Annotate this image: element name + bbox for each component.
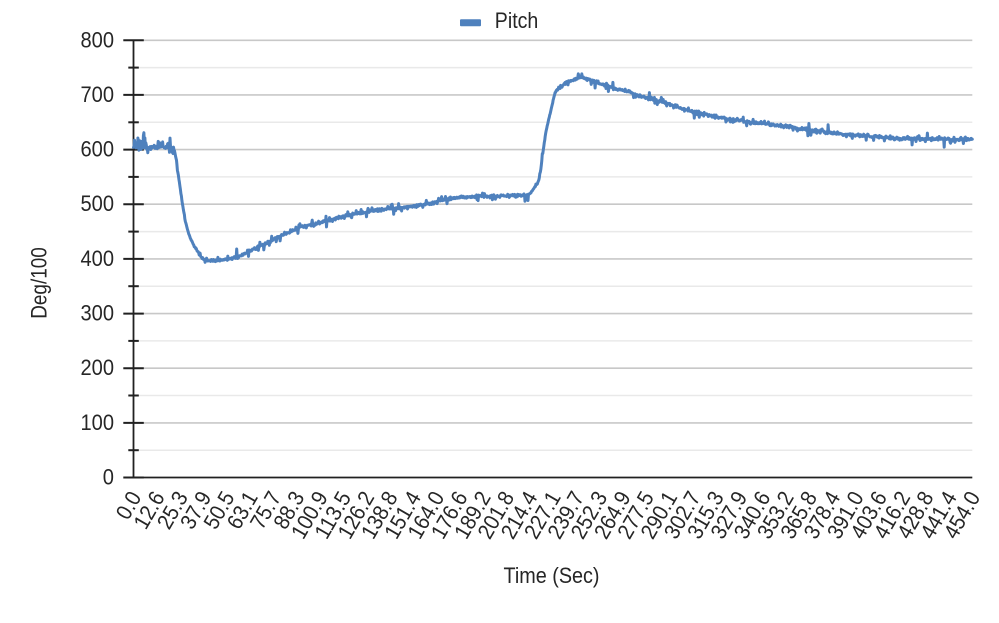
svg-text:500: 500: [81, 191, 115, 216]
svg-text:Deg/100: Deg/100: [27, 247, 52, 319]
svg-text:700: 700: [81, 82, 115, 107]
svg-text:300: 300: [81, 301, 115, 326]
svg-text:400: 400: [81, 246, 115, 271]
svg-text:600: 600: [81, 137, 115, 162]
svg-text:0: 0: [103, 465, 114, 490]
svg-text:200: 200: [81, 355, 115, 380]
svg-text:100: 100: [81, 410, 115, 435]
svg-text:800: 800: [81, 27, 115, 52]
svg-text:Time (Sec): Time (Sec): [504, 563, 600, 588]
svg-text:Pitch: Pitch: [495, 8, 539, 33]
